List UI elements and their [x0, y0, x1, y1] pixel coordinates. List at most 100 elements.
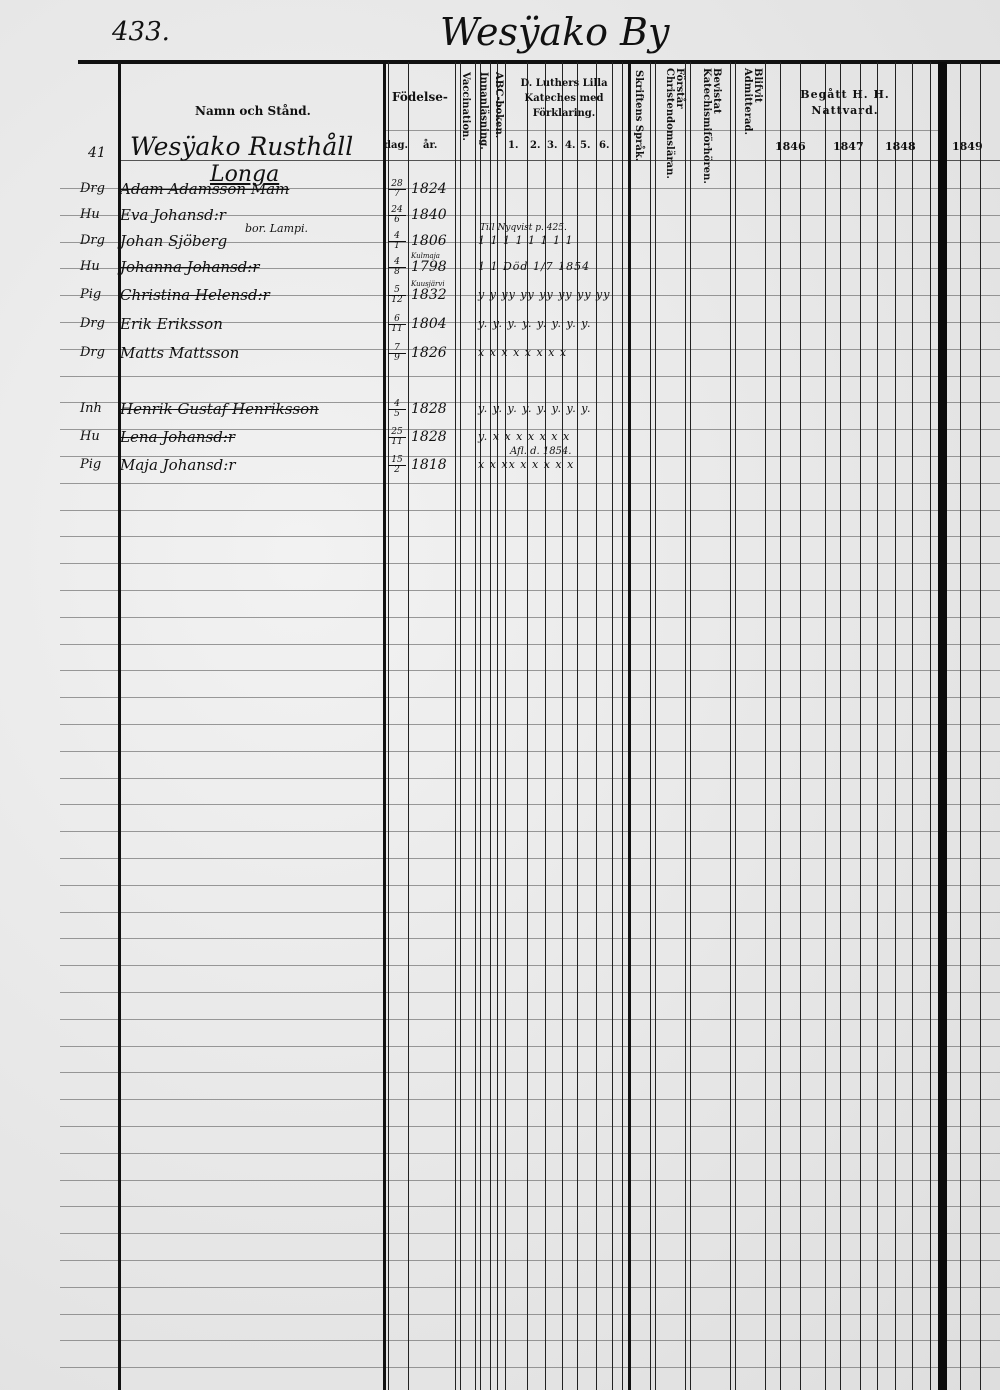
ruled-line	[60, 644, 1000, 645]
column-line	[780, 62, 781, 1390]
column-line	[388, 62, 389, 1390]
birth-day: 7	[394, 343, 400, 353]
entry-birth-date: 28 7	[388, 180, 406, 199]
entry-title: Hu	[80, 259, 100, 274]
column-line	[628, 62, 631, 1390]
birth-day: 15	[391, 455, 403, 465]
ruled-line	[60, 804, 1000, 805]
ruled-line	[60, 1260, 1000, 1261]
catechism-part: 5.	[580, 140, 591, 151]
ruled-line	[60, 1019, 1000, 1020]
birth-month: 12	[388, 295, 406, 305]
birth-month: 6	[388, 215, 406, 225]
birth-day: 4	[394, 399, 400, 409]
entry-marks: x x xx x x x x x	[478, 458, 575, 471]
ruled-line	[60, 617, 1000, 618]
communion-year: 1848	[885, 140, 916, 153]
entry-title: Hu	[80, 207, 100, 222]
ruled-line	[60, 268, 1000, 269]
communion-year: 1847	[833, 140, 864, 153]
ruled-line	[60, 295, 1000, 296]
entry-birth-year: 1824	[411, 181, 447, 197]
communion-year: 1849	[952, 140, 983, 153]
entry-title: Drg	[80, 233, 105, 248]
column-line	[577, 62, 578, 1390]
entry-marks: x x x x x x x x	[478, 346, 568, 359]
entry-birth-date: 15 2	[388, 456, 406, 475]
column-line	[505, 62, 506, 1390]
place-name: Longa	[210, 162, 280, 187]
entry-name: Matts Mattsson	[120, 344, 240, 362]
entry-marks: 1 1 Död 1/7 1854	[478, 260, 591, 273]
column-line	[545, 62, 546, 1390]
header-christian-doctrine: Förstår Christendomsläran.	[664, 68, 685, 179]
header-abc: ABC-boken.	[493, 72, 504, 139]
entry-name: Lena Johansd:r	[120, 428, 236, 446]
ruled-line	[60, 188, 1000, 189]
column-line	[690, 62, 691, 1390]
header-catechism: D. Luthers Lilla Kateches med Förklaring…	[520, 78, 608, 119]
entry-title: Drg	[80, 181, 105, 196]
ruled-line	[60, 1206, 1000, 1207]
column-line	[612, 62, 613, 1390]
header-rule	[78, 60, 1000, 64]
birth-month: 7	[388, 189, 406, 199]
entry-name: Henrik Gustaf Henriksson	[120, 400, 319, 418]
ruled-line	[60, 697, 1000, 698]
entry-birth-date: 5 12	[388, 286, 406, 305]
entry-title: Hu	[80, 429, 100, 444]
column-line	[938, 62, 947, 1390]
column-line	[930, 62, 931, 1390]
entry-name: Maja Johansd:r	[120, 456, 236, 474]
entry-marks: 1 1 1 1 1 1 1 1	[478, 234, 574, 247]
birth-day: 24	[391, 205, 403, 215]
header-catechism-questions: Bevistat Katechismiförhören.	[701, 68, 722, 184]
ruled-line	[60, 536, 1000, 537]
ruled-line	[60, 912, 1000, 913]
section-number: 41	[88, 145, 106, 161]
page-number: 433.	[112, 17, 170, 47]
entry-title: Drg	[80, 316, 105, 331]
ruled-line	[60, 965, 1000, 966]
ruled-line	[60, 483, 1000, 484]
ruled-line	[60, 456, 1000, 457]
entry-birth-year: 1828	[411, 429, 447, 445]
column-line	[460, 62, 461, 1390]
entry-title: Pig	[80, 457, 102, 472]
column-line	[490, 62, 491, 1390]
entry-birth-year: 1806	[411, 233, 447, 249]
column-line	[730, 62, 731, 1390]
birth-day: 28	[391, 179, 403, 189]
ruled-line	[60, 1099, 1000, 1100]
birth-day: 6	[394, 314, 400, 324]
entry-note: Afl. d. 1854.	[510, 446, 572, 457]
column-line	[912, 62, 913, 1390]
ruled-line	[60, 1153, 1000, 1154]
birth-month: 2	[388, 465, 406, 475]
ruled-line	[60, 1072, 1000, 1073]
entry-note: bor. Lampi.	[245, 222, 309, 235]
ruled-line	[60, 563, 1000, 564]
entry-birth-date: 6 11	[388, 315, 406, 334]
ruled-line	[60, 429, 1000, 430]
column-line	[383, 62, 386, 1390]
header-communion: Begått H. H. Nattvard.	[800, 88, 890, 117]
column-line	[860, 62, 861, 1390]
birth-month: 1	[388, 241, 406, 251]
ruled-line	[60, 670, 1000, 671]
ruled-line	[60, 992, 1000, 993]
ruled-line	[60, 402, 1000, 403]
column-line	[895, 62, 896, 1390]
ruled-line	[60, 1340, 1000, 1341]
catechism-part: 6.	[599, 140, 610, 151]
catechism-part: 2.	[530, 140, 541, 151]
birth-day: 5	[394, 285, 400, 295]
entry-birth-year: 1828	[411, 401, 447, 417]
entry-name: Christina Helensd:r	[120, 286, 270, 304]
header-year: år.	[423, 140, 438, 151]
entry-year-note: Kulmaja	[411, 252, 440, 260]
header-birth: Födelse-	[392, 90, 448, 104]
entry-title: Drg	[80, 345, 105, 360]
